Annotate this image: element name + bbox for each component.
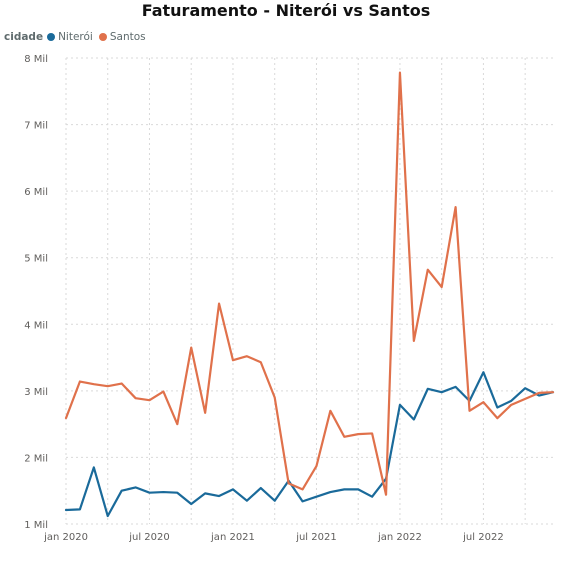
series-line-niteroi[interactable] [64, 371, 555, 518]
legend-marker-santos [98, 33, 107, 41]
data-point-santos[interactable] [327, 408, 333, 414]
y-tick-label: 7 Mil [24, 121, 48, 132]
data-point-santos[interactable] [508, 402, 514, 408]
data-point-santos[interactable] [453, 204, 459, 210]
data-point-santos[interactable] [550, 389, 556, 395]
data-point-niteroi[interactable] [397, 402, 403, 408]
data-point-niteroi[interactable] [494, 405, 500, 411]
data-point-niteroi[interactable] [272, 498, 278, 504]
data-point-santos[interactable] [383, 492, 389, 498]
data-point-santos[interactable] [244, 353, 250, 359]
data-point-niteroi[interactable] [91, 464, 97, 470]
data-point-santos[interactable] [355, 431, 361, 437]
data-point-niteroi[interactable] [146, 490, 152, 496]
y-tick-label: 6 Mil [24, 187, 48, 198]
x-tick-label: jan 2021 [210, 532, 255, 543]
y-tick-label: 5 Mil [24, 254, 48, 265]
x-tick-label: jul 2020 [128, 532, 170, 543]
x-tick-label: jan 2020 [43, 532, 88, 543]
data-point-niteroi[interactable] [453, 384, 459, 390]
data-point-santos[interactable] [411, 338, 417, 344]
data-point-santos[interactable] [146, 397, 152, 403]
legend: cidade Niterói Santos [4, 30, 152, 44]
data-point-santos[interactable] [105, 383, 111, 389]
data-point-santos[interactable] [188, 345, 194, 351]
legend-item-santos[interactable]: Santos [98, 31, 146, 43]
y-tick-label: 1 Mil [24, 520, 48, 531]
data-point-santos[interactable] [467, 408, 473, 414]
legend-title: cidade [4, 31, 44, 43]
data-point-niteroi[interactable] [411, 416, 417, 422]
data-point-niteroi[interactable] [244, 498, 250, 504]
data-point-santos[interactable] [230, 357, 236, 363]
data-point-santos[interactable] [63, 415, 69, 421]
data-point-santos[interactable] [160, 389, 166, 395]
data-point-niteroi[interactable] [174, 490, 180, 496]
legend-marker-niteroi [47, 33, 56, 41]
data-point-santos[interactable] [91, 381, 97, 387]
data-point-santos[interactable] [313, 463, 319, 469]
chart-title: Faturamento - Niterói vs Santos [141, 1, 431, 20]
data-point-niteroi[interactable] [369, 494, 375, 500]
data-point-santos[interactable] [77, 379, 83, 385]
y-tick-label: 8 Mil [24, 54, 48, 65]
data-point-niteroi[interactable] [425, 386, 431, 392]
data-point-niteroi[interactable] [300, 498, 306, 504]
series-line-santos[interactable] [64, 71, 555, 496]
data-point-niteroi[interactable] [119, 488, 125, 494]
data-point-santos[interactable] [397, 70, 403, 76]
data-point-niteroi[interactable] [341, 486, 347, 492]
data-point-santos[interactable] [341, 434, 347, 440]
data-point-santos[interactable] [119, 381, 125, 387]
data-point-santos[interactable] [425, 267, 431, 273]
data-point-santos[interactable] [216, 301, 222, 307]
data-point-santos[interactable] [369, 430, 375, 436]
data-point-santos[interactable] [286, 480, 292, 486]
data-point-niteroi[interactable] [522, 385, 528, 391]
legend-item-niteroi[interactable]: Niterói [47, 31, 93, 43]
x-tick-label: jan 2022 [377, 532, 422, 543]
data-point-santos[interactable] [494, 415, 500, 421]
data-point-niteroi[interactable] [216, 493, 222, 499]
data-point-niteroi[interactable] [202, 490, 208, 496]
data-point-niteroi[interactable] [480, 369, 486, 375]
data-point-niteroi[interactable] [439, 389, 445, 395]
data-point-santos[interactable] [272, 395, 278, 401]
data-point-santos[interactable] [536, 390, 542, 396]
data-point-niteroi[interactable] [133, 484, 139, 490]
data-point-santos[interactable] [258, 359, 264, 365]
data-point-niteroi[interactable] [327, 489, 333, 495]
data-point-niteroi[interactable] [105, 513, 111, 519]
x-tick-label: jul 2021 [295, 532, 337, 543]
data-point-niteroi[interactable] [258, 485, 264, 491]
legend-label-santos: Santos [109, 31, 146, 43]
data-point-santos[interactable] [480, 399, 486, 405]
data-point-niteroi[interactable] [77, 506, 83, 512]
data-point-niteroi[interactable] [63, 507, 69, 513]
data-point-niteroi[interactable] [230, 486, 236, 492]
data-point-santos[interactable] [300, 486, 306, 492]
data-point-niteroi[interactable] [188, 501, 194, 507]
y-tick-label: 2 Mil [24, 453, 48, 464]
legend-label-niteroi: Niterói [58, 31, 93, 43]
data-point-niteroi[interactable] [160, 489, 166, 495]
y-tick-label: 4 Mil [24, 320, 48, 331]
data-point-santos[interactable] [202, 410, 208, 416]
data-point-niteroi[interactable] [313, 494, 319, 500]
y-tick-label: 3 Mil [24, 387, 48, 398]
data-point-santos[interactable] [522, 396, 528, 402]
x-tick-label: jul 2022 [462, 532, 504, 543]
data-point-santos[interactable] [133, 395, 139, 401]
data-point-santos[interactable] [174, 421, 180, 427]
data-point-niteroi[interactable] [355, 486, 361, 492]
data-point-santos[interactable] [439, 284, 445, 290]
